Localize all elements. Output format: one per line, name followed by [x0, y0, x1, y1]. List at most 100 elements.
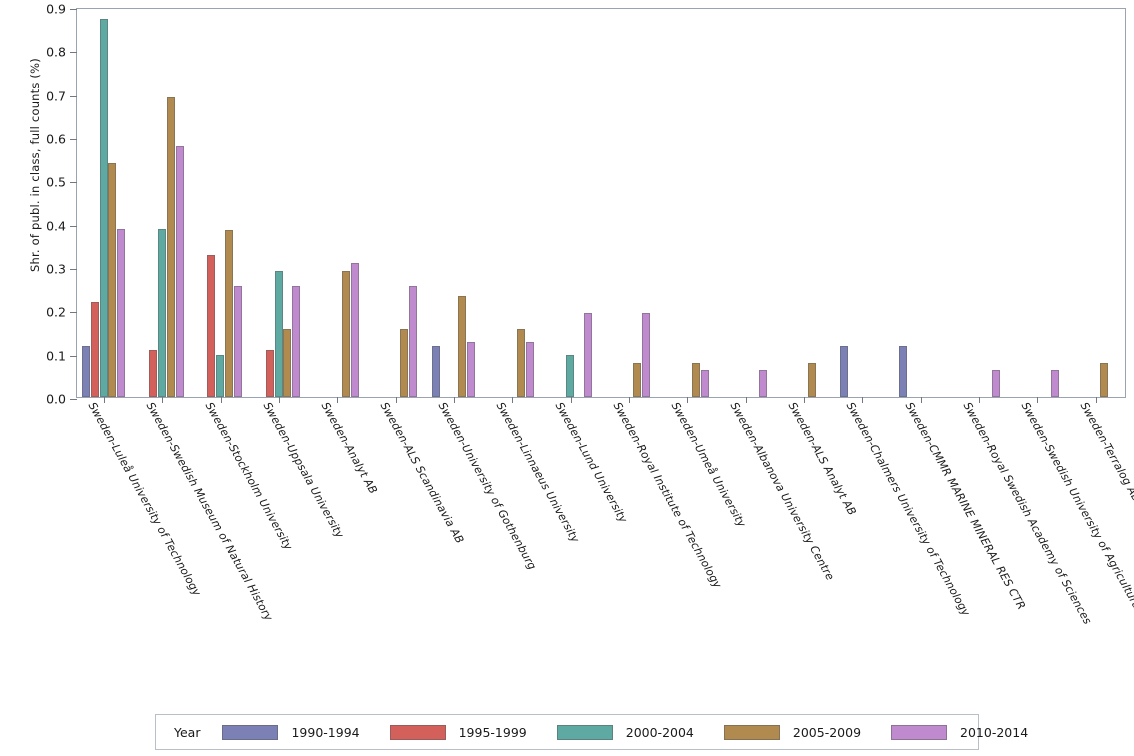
x-axis-tick	[803, 397, 805, 403]
x-axis-label: Sweden-Analyt AB	[318, 400, 381, 497]
y-axis-tick-label: 0.2	[46, 304, 66, 320]
bar[interactable]	[341, 270, 350, 397]
legend-label: 1995-1999	[458, 724, 527, 740]
bar[interactable]	[90, 301, 99, 397]
bar-group	[374, 9, 418, 397]
plot-area: 0.0 0.1 0.2 0.3 0.4 0.5 0.6 0.7 0.8 0.9	[46, 2, 1126, 407]
y-axis-tick	[70, 182, 77, 184]
bar[interactable]	[283, 329, 292, 397]
legend-swatch	[222, 724, 279, 740]
bar[interactable]	[157, 228, 166, 397]
x-axis-tick	[862, 397, 864, 403]
legend-item[interactable]: 1995-1999	[389, 724, 527, 740]
y-axis-tick	[70, 52, 77, 54]
bar[interactable]	[840, 346, 849, 397]
x-axis-label: Sweden-Swedish Museum of Natural History	[143, 400, 276, 624]
bar[interactable]	[691, 363, 700, 397]
y-axis-tick	[70, 95, 77, 97]
bar-group	[257, 9, 301, 397]
bar-group	[724, 9, 768, 397]
bar[interactable]	[166, 96, 175, 397]
legend-label: 2010-2014	[960, 724, 1029, 740]
bar-group	[957, 9, 1001, 397]
x-axis-tick	[570, 397, 572, 403]
bar[interactable]	[898, 346, 907, 397]
y-axis-tick-label: 0.5	[46, 174, 66, 190]
bar-group	[431, 9, 476, 397]
y-axis-tick-label: 0.6	[46, 131, 66, 147]
bar-group	[549, 9, 593, 397]
bar[interactable]	[117, 229, 126, 397]
plot-inner: 0.0 0.1 0.2 0.3 0.4 0.5 0.6 0.7 0.8 0.9	[46, 2, 1125, 407]
bar[interactable]	[758, 370, 767, 397]
bar[interactable]	[400, 329, 409, 397]
bar[interactable]	[633, 363, 642, 397]
bar[interactable]	[265, 350, 274, 397]
x-axis-tick	[1095, 397, 1097, 403]
y-axis-title: Shr. of publ. in class, full counts (%)	[28, 58, 42, 272]
x-axis-tick	[220, 397, 222, 403]
bar-group	[607, 9, 651, 397]
bar[interactable]	[99, 18, 108, 397]
bar[interactable]	[642, 313, 651, 397]
x-axis-tick	[278, 397, 280, 403]
bar[interactable]	[1100, 363, 1109, 397]
x-axis-tick	[512, 397, 514, 403]
bar[interactable]	[700, 370, 709, 397]
legend-swatch	[891, 724, 948, 740]
bar[interactable]	[992, 370, 1001, 397]
x-axis-tick	[337, 397, 339, 403]
bar[interactable]	[292, 285, 301, 397]
legend: Year 1990-1994 1995-1999 2000-2004 2005-200…	[155, 714, 1028, 750]
legend-swatch	[723, 724, 780, 740]
bar-group	[782, 9, 826, 397]
y-axis-tick	[70, 399, 77, 400]
bar-group	[315, 9, 359, 397]
y-axis-tick	[70, 269, 77, 270]
x-axis-label: Sweden-Royal Institute of Technology	[610, 400, 725, 591]
legend-label: 2000-2004	[625, 724, 694, 740]
y-axis-tick-label: 0.1	[46, 348, 66, 364]
x-axis-labels: Sweden-Luleå University of Technology Swe…	[76, 400, 1134, 700]
legend-item[interactable]: 1990-1994	[222, 724, 360, 740]
legend-swatch	[556, 724, 613, 740]
bar[interactable]	[408, 285, 417, 397]
bar[interactable]	[225, 229, 234, 397]
bar-group	[140, 9, 184, 397]
bar[interactable]	[81, 346, 90, 397]
x-axis-tick	[745, 397, 747, 403]
bar[interactable]	[808, 363, 817, 397]
bar[interactable]	[467, 341, 476, 397]
x-axis-tick	[162, 397, 164, 403]
x-axis-label: Sweden-Royal Swedish Academy of Sciences	[960, 400, 1095, 627]
y-axis-tick	[70, 312, 77, 314]
bar[interactable]	[583, 313, 592, 397]
bar[interactable]	[525, 341, 534, 397]
bar[interactable]	[274, 270, 283, 397]
bar[interactable]	[175, 145, 184, 397]
legend-item[interactable]: 2005-2009	[723, 724, 861, 740]
bar-group	[840, 9, 884, 397]
bar[interactable]	[108, 163, 117, 397]
bar[interactable]	[431, 346, 440, 397]
legend-item[interactable]: 2000-2004	[556, 724, 694, 740]
y-axis-tick	[70, 139, 77, 140]
bar[interactable]	[516, 329, 525, 397]
bar[interactable]	[566, 354, 575, 397]
bar-group	[1074, 9, 1118, 397]
x-axis-tick	[628, 397, 630, 403]
legend-item[interactable]: 2010-2014	[891, 724, 1029, 740]
x-axis-tick	[395, 397, 397, 403]
bar[interactable]	[149, 350, 158, 397]
bar-group	[1015, 9, 1059, 397]
bar[interactable]	[458, 296, 467, 397]
bar[interactable]	[1050, 370, 1059, 397]
bar[interactable]	[350, 262, 359, 397]
bar[interactable]	[207, 255, 216, 397]
bar[interactable]	[216, 354, 225, 397]
x-axis-tick	[1037, 397, 1039, 403]
y-axis-tick-label: 0.0	[46, 391, 66, 407]
x-axis-label: Sweden-Chalmers University of Technology	[843, 400, 973, 619]
bar[interactable]	[233, 285, 242, 397]
